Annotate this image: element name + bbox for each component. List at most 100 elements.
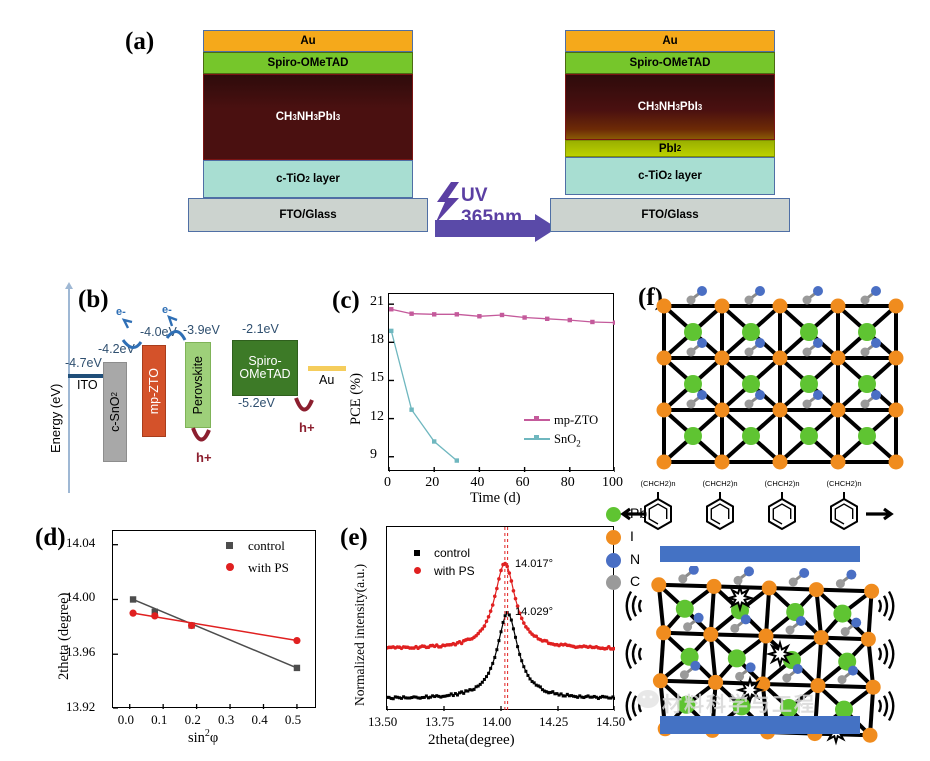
panel-e-xtick: 13.50 [368,714,398,729]
mpzto-energy-value: -4.0eV [140,325,177,339]
layer-perovskite-right: CH 3 NH 3 PbI 3 [565,74,775,140]
panel-e-legend-label-1: with PS [434,564,475,578]
panel-d-legend-marker-1 [226,563,234,571]
panel-e-legend-marker-1 [414,567,421,574]
panel-e-annotation-control: 14.029° [515,606,554,618]
legend-label-i: I [630,528,634,544]
substrate-slab-top [660,546,860,562]
spiro-label: Spiro- OMeTAD [239,353,291,381]
panel-d-ytick: 14.00 [66,589,96,605]
substrate-slab-bottom [660,716,860,734]
svg-text:(CHCH2)n: (CHCH2)n [640,479,675,488]
right-device-stack: Au Spiro-OMeTAD CH 3 NH 3 PbI 3 PbI 2 c-TiO 2 l… [565,30,775,195]
panel-d-legend-marker-0 [226,542,233,549]
panel-c-plot-area [388,293,618,472]
panel-a-device-schematic: (a) Au Spiro-OMeTAD CH 3 NH 3 PbI 3 c-TiO 2 la… [0,0,930,270]
layer-perovskite-left: CH 3 NH 3 PbI 3 [203,74,413,160]
svg-text:(CHCH2)n: (CHCH2)n [764,479,799,488]
electron-label-2: e- [162,304,172,316]
layer-fto-left-wrap: FTO/Glass [188,198,428,232]
ito-level-line [68,374,120,378]
csno2-label: c-SnO2 [108,392,122,432]
panel-d-xlabel: sin2φ [188,728,219,746]
panel-c-xtick: 60 [515,475,530,490]
hole-label-2: h+ [299,420,315,435]
panel-c-ytick: 18 [370,332,384,348]
layer-pbi2-right: PbI 2 [565,140,775,157]
panel-e-legend-marker-0 [414,550,420,556]
ito-material-label: ITO [77,378,98,392]
layer-fto-left: FTO/Glass [188,198,428,232]
perovskite-block: Perovskite [185,342,211,428]
spiro-lumo-value: -5.2eV [238,396,275,410]
panel-c-xtick: 20 [425,475,440,490]
panel-e-xtick: 14.25 [539,714,569,729]
panel-c-ytick: 21 [370,294,384,310]
panel-c-xtick: 100 [602,475,623,490]
ito-energy-value: -4.7eV [65,356,102,370]
mpzto-label: mp-ZTO [147,367,161,415]
mpzto-block: mp-ZTO [142,345,166,437]
layer-au-right: Au [565,30,775,52]
au-material-label: Au [319,373,335,387]
polymer-chain-row: (CHCH2)n (CHCH2)n (CHCH2)n (CHCH2)n [620,479,894,531]
panel-d-xtick: 0.4 [251,712,268,727]
panel-d-data-svg [113,544,301,710]
svg-text:(CHCH2)n: (CHCH2)n [702,479,737,488]
panel-c-xtick: 80 [560,475,575,490]
spiro-block: Spiro- OMeTAD [232,340,298,396]
panel-e-xrd-peak-chart: (e) Normalized intensity(a.u.) 2theta(de… [330,510,640,760]
au-level-line [308,366,346,371]
layer-fto-right-wrap: FTO/Glass [550,198,790,232]
panel-c-pce-stability-chart: (c) PCE (%) Time (d) 0 20 40 60 80 100 9 12 15 18… [330,285,630,510]
panel-b-ylabel: Energy (eV) [48,383,63,453]
watermark-text: 材料科学与工程 [662,694,816,716]
panel-e-xtick: 14.50 [596,714,626,729]
panel-d-ytick: 13.92 [66,699,96,714]
panel-d-ytick: 14.04 [66,534,96,550]
legend-dot-n [606,553,621,568]
layer-fto-right: FTO/Glass [550,198,790,232]
panel-c-legend-marker-1 [534,435,539,440]
electron-label-1: e- [116,306,126,318]
panel-e-annotation-withps: 14.017° [515,558,554,570]
panel-d-ylabel: 2theta (degree) [56,592,72,680]
panel-b-tag: (b) [78,286,109,313]
uv-arrow [435,214,557,242]
panel-d-2theta-chart: (d) 2theta (degree) sin2φ 0.0 0.1 0.2 0.3 0.… [30,510,330,760]
panel-c-xlabel: Time (d) [470,490,521,506]
perovskite-label: Perovskite [191,355,205,415]
panel-d-plot-area [112,530,316,710]
legend-dot-pb [606,507,621,522]
energy-axis [65,282,73,493]
panel-d-xtick: 0.3 [218,712,235,727]
lattice-relaxed [656,286,904,470]
panel-c-xtick: 0 [384,475,391,490]
panel-d-xtick: 0.0 [117,712,134,727]
panel-c-legend-marker-0 [534,416,539,421]
panel-e-tag: (e) [340,524,368,551]
panel-e-xtick: 14.00 [482,714,512,729]
panel-e-ylabel: Normalized intensity(a.u.) [352,563,367,706]
panel-c-ytick: 12 [370,408,384,424]
csno2-block: c-SnO2 [103,362,127,462]
panel-c-data-svg [388,303,618,472]
layer-ctio2-right: c-TiO 2 layer [565,157,775,195]
panel-f-lattice-schematic: (f) Pb I N C (CHCH2)n (CHCH2)n (CHCH2)n (CH… [600,278,930,761]
panel-e-plot-area [385,526,617,711]
panel-b-energy-diagram: Energy (eV) (b) -4.7eV ITO -4.2eV c-SnO2… [20,278,346,508]
panel-c-legend-label-1: SnO2 [554,432,581,449]
panel-c-ylabel: PCE (%) [348,373,364,425]
lightning-bolt-icon [435,182,459,224]
layer-ctio2-left: c-TiO 2 layer [203,160,413,198]
layer-spiro-right: Spiro-OMeTAD [565,52,775,74]
panel-a-tag: (a) [125,28,155,55]
panel-d-tag: (d) [35,524,66,551]
panel-d-xtick: 0.2 [184,712,201,727]
panel-c-tag: (c) [332,287,360,314]
panel-d-legend-label-0: control [248,538,285,553]
panel-e-legend-label-0: control [434,546,471,560]
legend-label-n: N [630,551,641,567]
perovskite-energy-value: -3.9eV [183,323,220,337]
panel-d-legend-label-1: with PS [248,560,289,575]
